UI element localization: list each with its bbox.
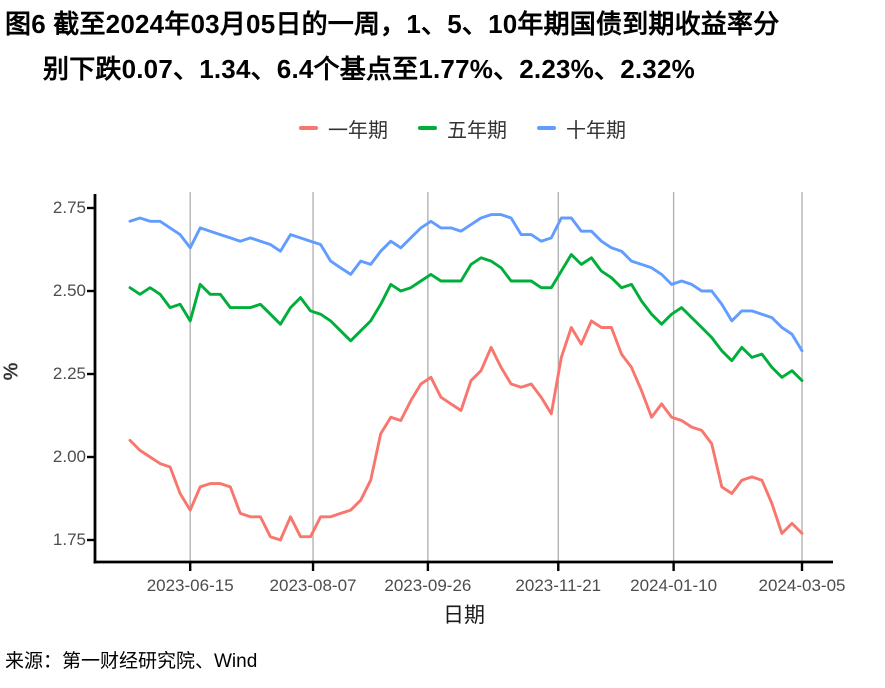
x-tick-label: 2024-03-05 xyxy=(758,576,846,595)
series-line-十年期 xyxy=(128,213,804,353)
y-tick-label: 2.25 xyxy=(52,364,86,383)
legend-key-swatch xyxy=(537,126,556,130)
x-tick-label: 2024-01-10 xyxy=(630,576,718,595)
x-axis-title: 日期 xyxy=(443,604,485,627)
y-tick-label: 2.50 xyxy=(52,281,86,300)
y-tick-label: 1.75 xyxy=(52,530,86,549)
source-note: 来源：第一财经研究院、Wind xyxy=(5,651,258,672)
series-line-五年期 xyxy=(128,253,804,383)
legend-key-swatch xyxy=(418,126,437,130)
x-tick-label: 2023-11-21 xyxy=(515,576,602,595)
figure-title-line2: 别下跌0.07、1.34、6.4个基点至1.77%、2.23%、2.32% xyxy=(43,54,695,84)
figure-title: 图6 截至2024年03月05日的一周，1、5、10年期国债到期收益率分 别下跌… xyxy=(5,2,881,92)
x-tick-label: 2023-09-26 xyxy=(384,576,472,595)
y-axis-title: % xyxy=(0,362,23,381)
figure-title-line1: 图6 截至2024年03月05日的一周，1、5、10年期国债到期收益率分 xyxy=(5,9,780,39)
x-tick-label: 2023-08-07 xyxy=(269,576,357,595)
x-tick-label: 2023-06-15 xyxy=(146,576,234,595)
y-tick-label: 2.00 xyxy=(52,447,86,466)
legend-label: 五年期 xyxy=(447,119,507,142)
legend-item: 五年期 xyxy=(418,114,507,143)
chart-legend: 一年期 五年期 十年期 xyxy=(40,113,885,143)
legend-label: 十年期 xyxy=(566,119,626,142)
legend-item: 十年期 xyxy=(537,114,626,143)
legend-label: 一年期 xyxy=(328,119,388,142)
legend-item: 一年期 xyxy=(299,114,388,143)
series-line-一年期 xyxy=(128,319,804,542)
y-tick-label: 2.75 xyxy=(52,198,86,217)
legend-key-swatch xyxy=(299,126,318,130)
